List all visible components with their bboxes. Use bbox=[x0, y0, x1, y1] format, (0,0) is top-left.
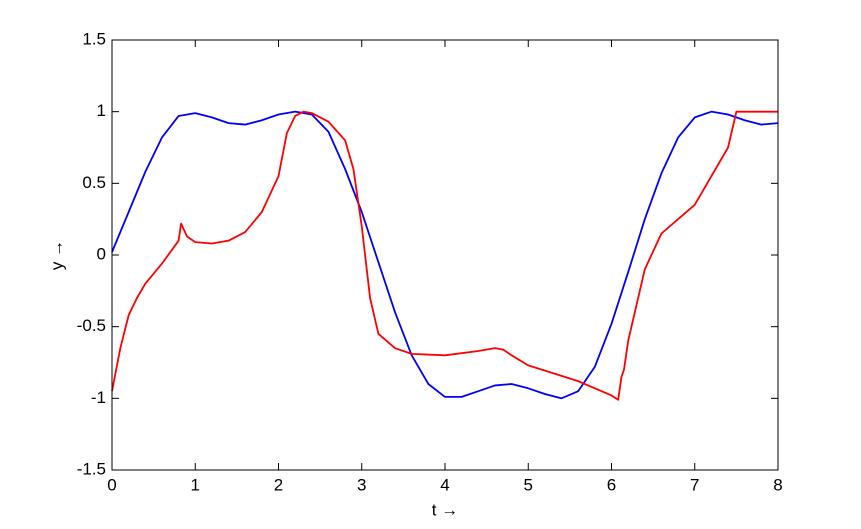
x-tick-label: 5 bbox=[524, 475, 533, 494]
x-tick-label: 7 bbox=[690, 475, 699, 494]
axes-box bbox=[111, 39, 779, 471]
x-tick-label: 4 bbox=[440, 475, 449, 494]
x-tick-label: 0 bbox=[107, 475, 116, 494]
y-tick-label: -0.5 bbox=[77, 316, 106, 335]
y-axis-label: y → bbox=[47, 240, 66, 270]
y-tick-label: 0.5 bbox=[82, 173, 106, 192]
y-tick-label: -1.5 bbox=[77, 459, 106, 478]
x-tick-label: 6 bbox=[607, 475, 616, 494]
x-tick-label: 3 bbox=[357, 475, 366, 494]
y-tick-label: 0 bbox=[97, 244, 106, 263]
x-tick-label: 2 bbox=[274, 475, 283, 494]
x-axis-label: t → bbox=[432, 500, 458, 519]
y-tick-label: 1 bbox=[97, 101, 106, 120]
x-tick-label: 1 bbox=[191, 475, 200, 494]
data-line bbox=[111, 110, 779, 400]
y-tick-label: 1.5 bbox=[82, 29, 106, 48]
data-line bbox=[111, 110, 778, 401]
x-tick-label: 8 bbox=[773, 475, 782, 494]
y-tick-label: -1 bbox=[91, 388, 106, 407]
plot-area bbox=[112, 40, 778, 470]
